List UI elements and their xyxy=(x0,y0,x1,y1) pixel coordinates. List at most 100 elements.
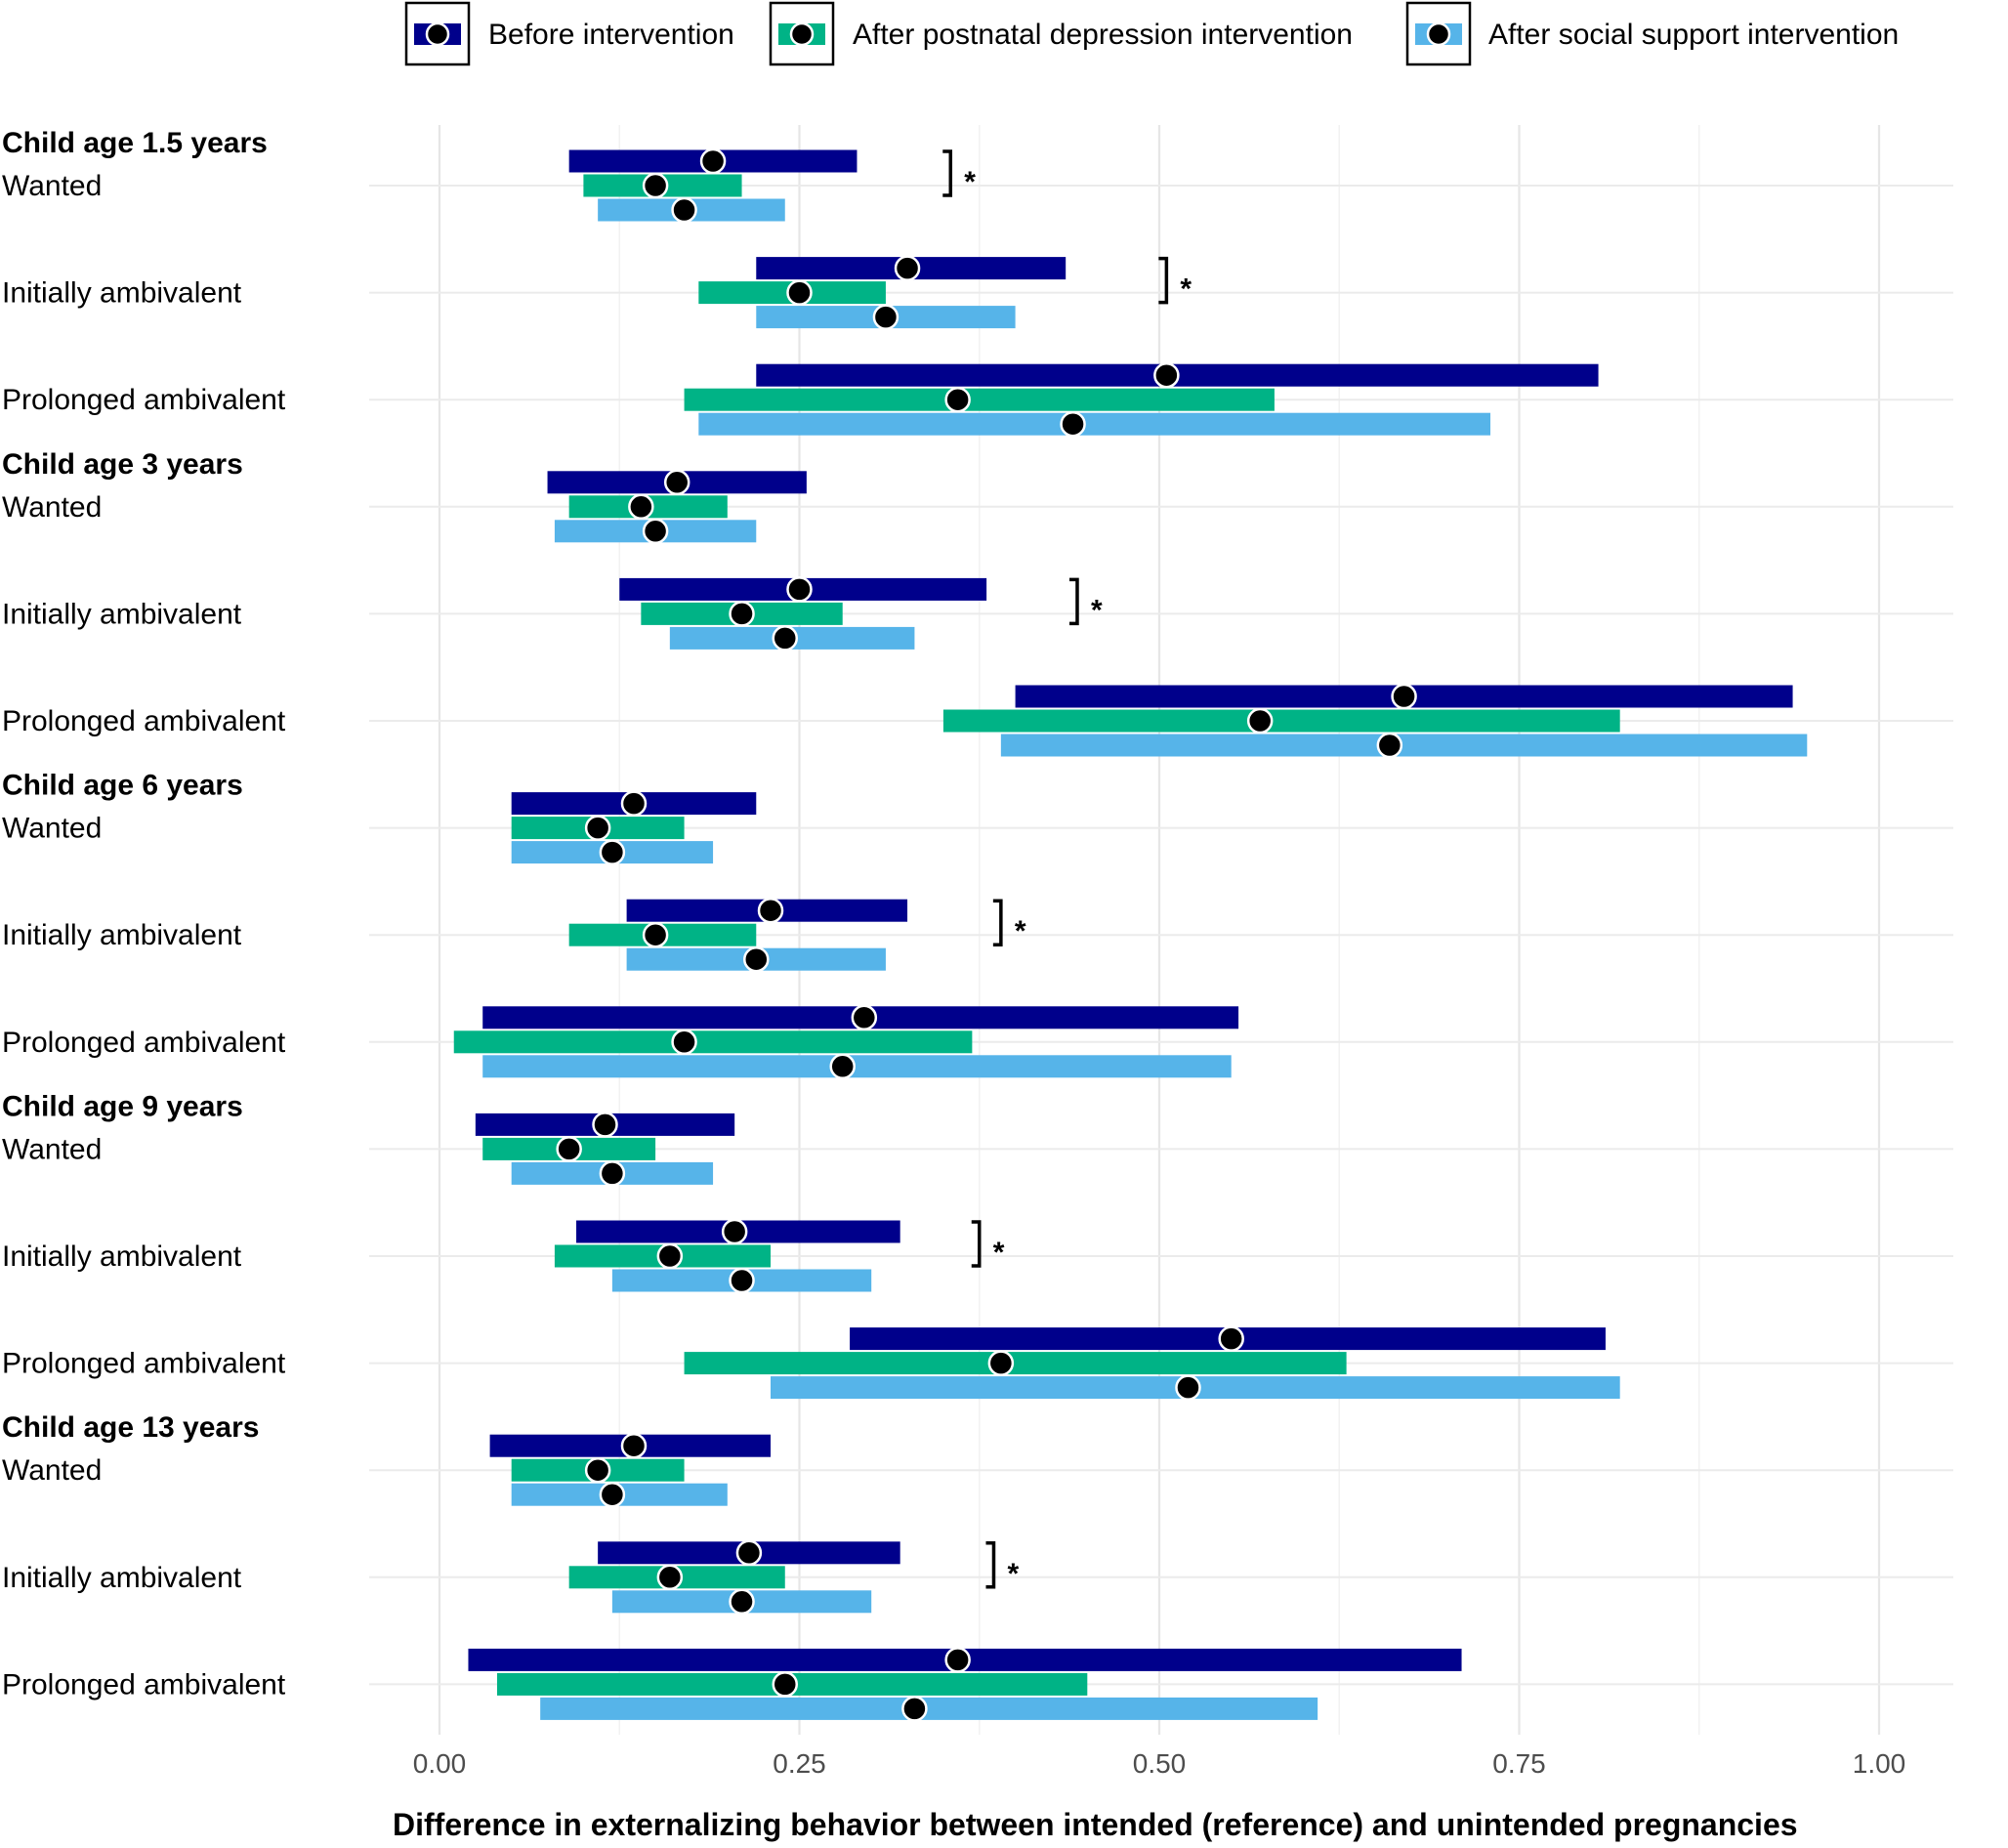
estimate-point xyxy=(699,147,727,175)
x-tick-label: 0.75 xyxy=(1492,1748,1546,1779)
ci-bar xyxy=(453,1030,973,1054)
legend-key-point xyxy=(1426,21,1451,47)
estimate-point xyxy=(620,1432,648,1459)
estimate-point xyxy=(944,386,971,413)
ci-bar xyxy=(540,1697,1318,1720)
estimate-point xyxy=(584,1456,611,1484)
row-label: Prolonged ambivalent xyxy=(2,705,286,737)
estimate-point xyxy=(1060,410,1086,438)
estimate-point xyxy=(1153,361,1180,389)
estimate-point xyxy=(599,1160,626,1187)
estimate-point xyxy=(944,1647,971,1673)
age-group-label: Child age 3 years xyxy=(2,448,243,481)
significance-bracket xyxy=(971,1220,982,1268)
row-label: Prolonged ambivalent xyxy=(2,1348,286,1380)
estimate-point xyxy=(987,1350,1015,1376)
significance-bracket xyxy=(942,149,953,197)
estimate-point xyxy=(599,1481,626,1508)
ci-bar xyxy=(684,1352,1347,1375)
estimate-point xyxy=(556,1136,582,1162)
estimate-point xyxy=(671,196,697,224)
estimate-point xyxy=(656,1242,684,1270)
estimate-point xyxy=(620,790,648,817)
plot-marks: * * * * * * xyxy=(453,147,1808,1722)
legend-key-point xyxy=(425,21,450,47)
legend-item: After postnatal depression intervention xyxy=(769,1,1353,66)
estimate-point xyxy=(729,1588,755,1616)
age-group-label: Child age 6 years xyxy=(2,770,243,802)
legend-label: After postnatal depression intervention xyxy=(853,19,1353,51)
legend-item: After social support intervention xyxy=(1405,1,1899,66)
age-group-label: Child age 1.5 years xyxy=(2,127,268,159)
row-label: Initially ambivalent xyxy=(2,277,242,310)
significance-star: * xyxy=(1007,1558,1019,1590)
estimate-point xyxy=(772,625,799,651)
row-label: Prolonged ambivalent xyxy=(2,1027,286,1059)
estimate-point xyxy=(1391,683,1417,710)
estimate-point xyxy=(592,1112,618,1138)
x-tick-label: 0.25 xyxy=(773,1748,826,1779)
row-labels: Child age 1.5 years Wanted Initially ambiv… xyxy=(2,127,286,1701)
estimate-point xyxy=(584,815,611,841)
estimate-point xyxy=(656,1564,684,1591)
estimate-point xyxy=(671,1029,697,1056)
legend-item: Before intervention xyxy=(404,1,734,66)
row-label: Wanted xyxy=(2,813,102,845)
estimate-point xyxy=(757,897,784,924)
estimate-point xyxy=(599,839,626,865)
legend-label: After social support intervention xyxy=(1488,19,1899,51)
estimate-point xyxy=(1218,1325,1244,1352)
age-group-label: Child age 13 years xyxy=(2,1411,259,1444)
legend-key-point xyxy=(789,21,815,47)
estimate-point xyxy=(851,1004,878,1031)
estimate-point xyxy=(642,518,669,545)
x-tick-label: 0.00 xyxy=(413,1748,467,1779)
estimate-point xyxy=(729,1267,755,1294)
significance-bracket xyxy=(1068,577,1079,626)
ci-bar xyxy=(1000,734,1808,757)
x-axis-label: Difference in externalizing behavior bet… xyxy=(393,1807,1798,1842)
estimate-point xyxy=(894,255,921,281)
x-tick-label: 0.50 xyxy=(1133,1748,1187,1779)
row-label: Prolonged ambivalent xyxy=(2,1668,286,1701)
estimate-point xyxy=(1246,707,1274,735)
row-label: Wanted xyxy=(2,1454,102,1487)
row-label: Initially ambivalent xyxy=(2,1240,242,1273)
legend-label: Before intervention xyxy=(488,19,734,51)
significance-star: * xyxy=(1015,915,1026,947)
estimate-point xyxy=(901,1696,928,1722)
estimate-point xyxy=(872,304,899,330)
ci-bar xyxy=(684,388,1275,411)
row-label: Initially ambivalent xyxy=(2,919,242,951)
age-group-label: Child age 9 years xyxy=(2,1090,243,1122)
significance-bracket xyxy=(1158,256,1169,305)
estimate-point xyxy=(721,1218,748,1245)
estimate-point xyxy=(772,1671,799,1698)
row-label: Wanted xyxy=(2,491,102,524)
row-label: Initially ambivalent xyxy=(2,598,242,630)
estimate-point xyxy=(735,1539,763,1567)
x-axis: 0.00 0.25 0.50 0.75 1.00 xyxy=(413,1748,1906,1779)
estimate-point xyxy=(663,469,690,496)
estimate-point xyxy=(628,493,654,521)
significance-star: * xyxy=(1091,594,1103,626)
ci-bar xyxy=(942,709,1620,733)
row-label: Prolonged ambivalent xyxy=(2,384,286,416)
x-tick-label: 1.00 xyxy=(1853,1748,1906,1779)
significance-bracket xyxy=(985,1541,996,1589)
estimate-point xyxy=(786,279,813,306)
significance-star: * xyxy=(964,166,976,198)
estimate-point xyxy=(1175,1374,1201,1401)
significance-star: * xyxy=(1180,273,1192,306)
row-label: Initially ambivalent xyxy=(2,1562,242,1594)
estimate-point xyxy=(786,576,813,603)
legend: Before intervention After postnatal depre… xyxy=(404,1,1899,66)
ci-bar xyxy=(698,412,1491,436)
significance-bracket xyxy=(992,899,1003,946)
estimate-point xyxy=(729,601,755,627)
estimate-point xyxy=(642,172,669,199)
estimate-point xyxy=(1376,732,1403,759)
estimate-point xyxy=(829,1053,856,1080)
